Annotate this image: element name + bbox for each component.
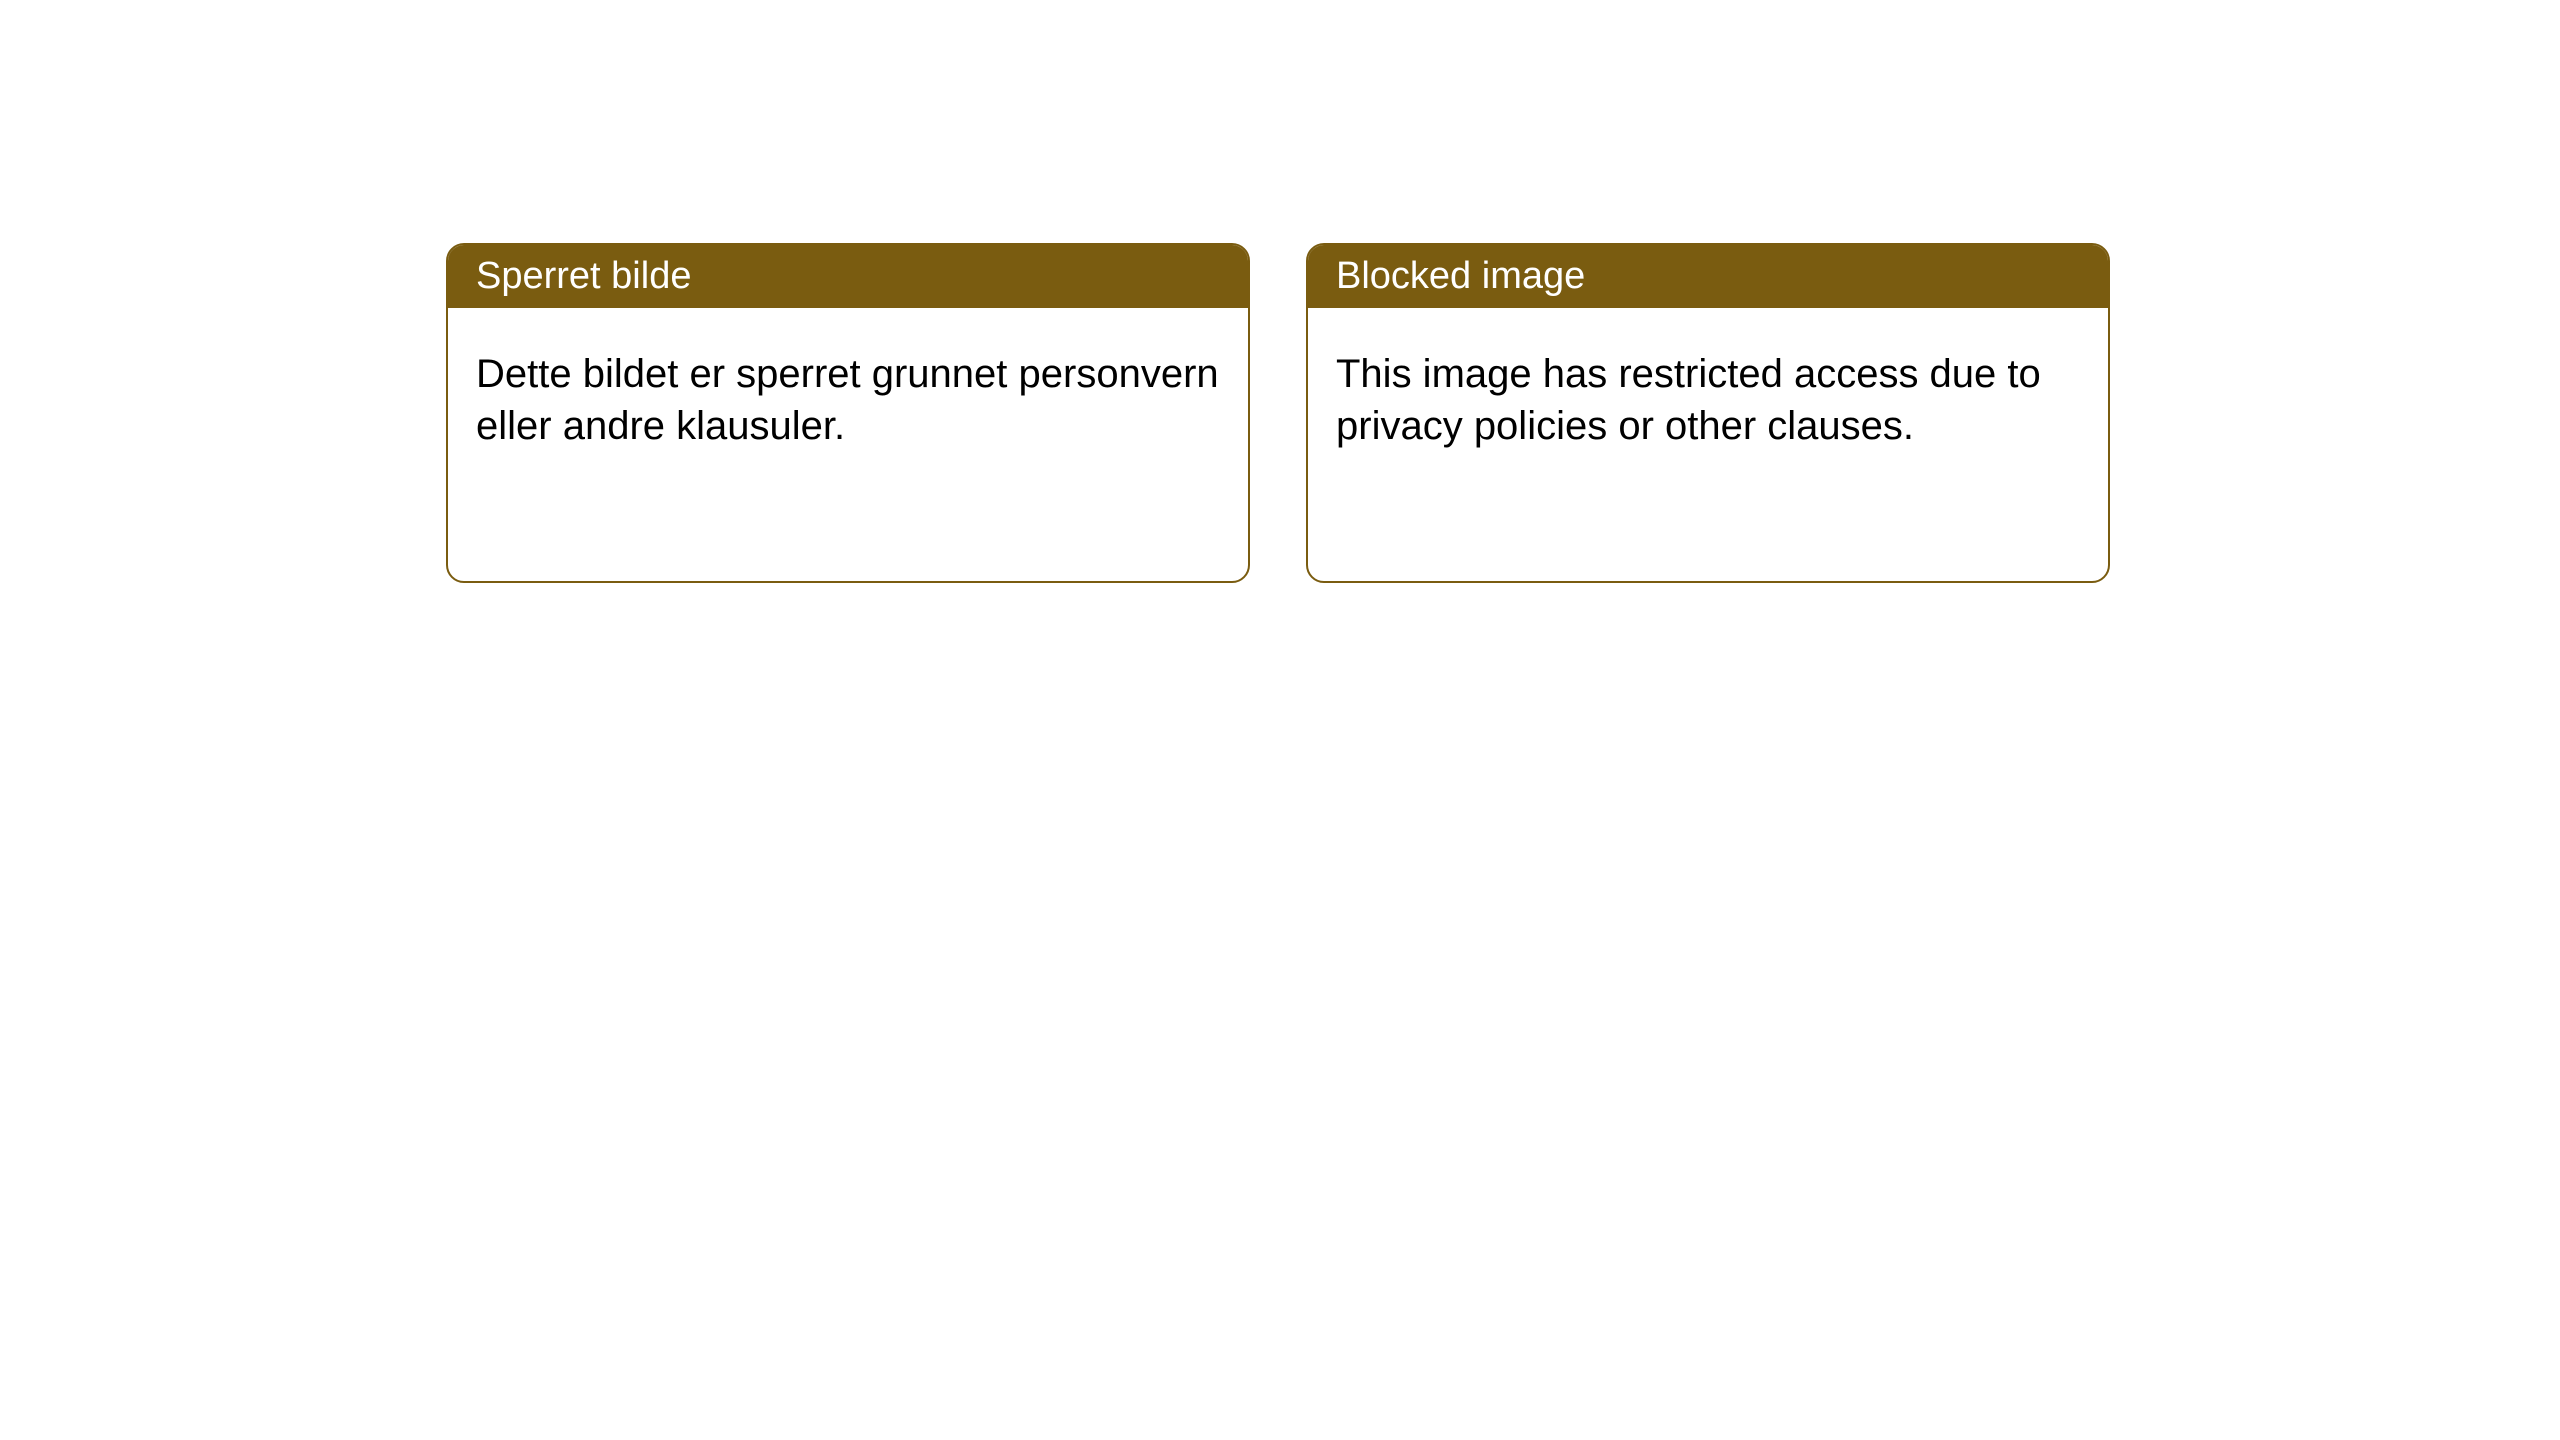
card-title: Blocked image	[1336, 255, 1585, 297]
card-body-text: Dette bildet er sperret grunnet personve…	[476, 352, 1219, 448]
card-body: Dette bildet er sperret grunnet personve…	[448, 308, 1248, 492]
card-body: This image has restricted access due to …	[1308, 308, 2108, 492]
cards-container: Sperret bilde Dette bildet er sperret gr…	[0, 0, 2560, 583]
card-title: Sperret bilde	[476, 255, 691, 297]
card-header: Blocked image	[1308, 245, 2108, 308]
card-header: Sperret bilde	[448, 245, 1248, 308]
notice-card-norwegian: Sperret bilde Dette bildet er sperret gr…	[446, 243, 1250, 583]
card-body-text: This image has restricted access due to …	[1336, 352, 2041, 448]
notice-card-english: Blocked image This image has restricted …	[1306, 243, 2110, 583]
